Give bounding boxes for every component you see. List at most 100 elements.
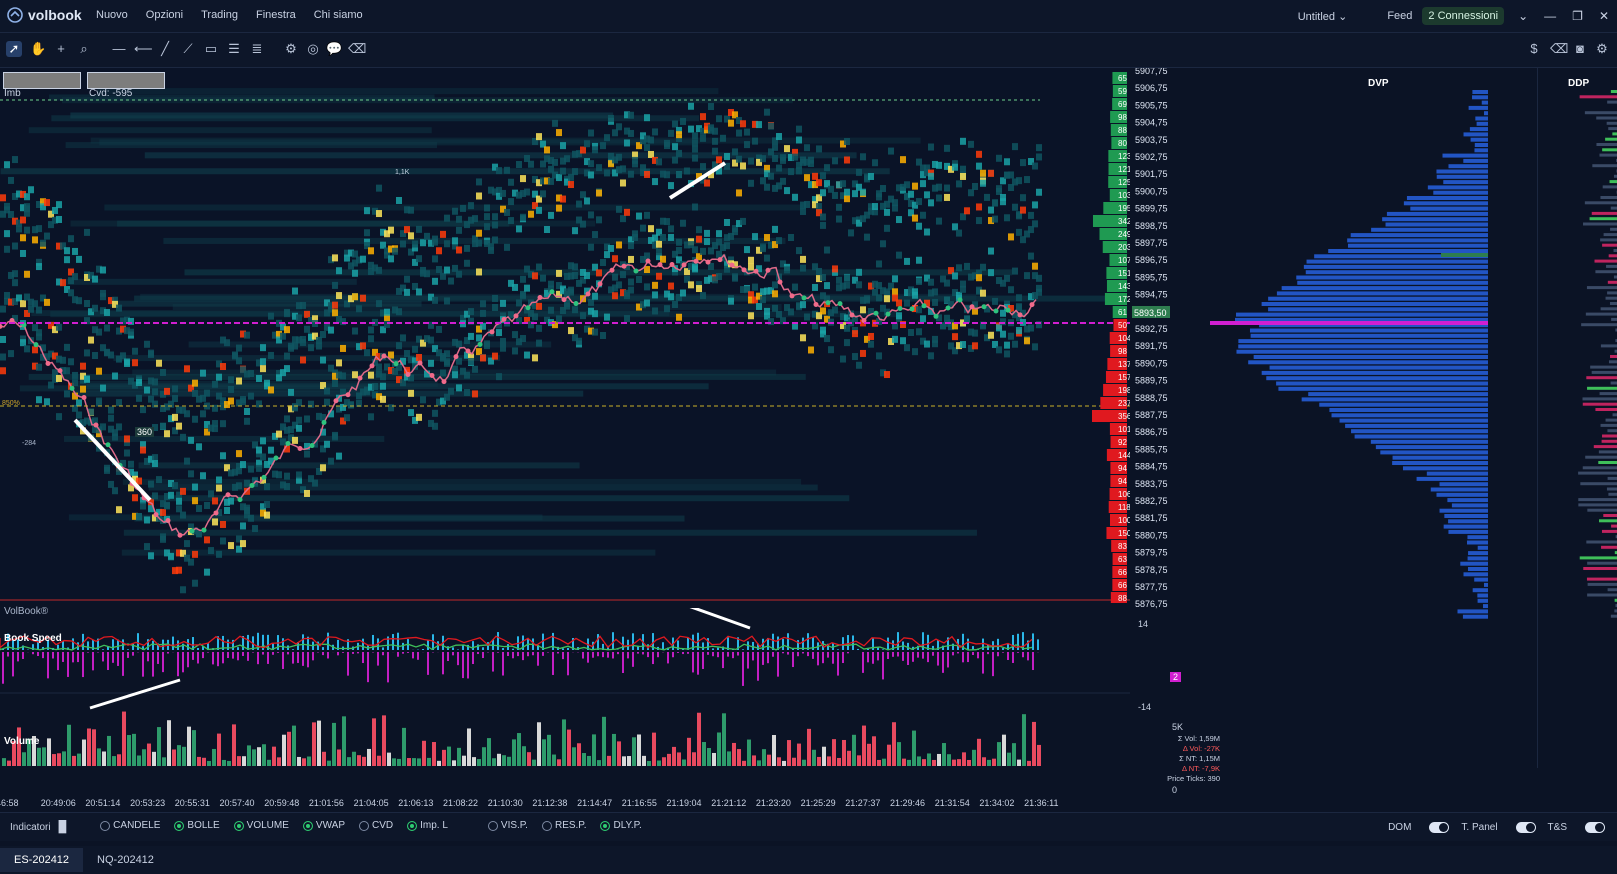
close-icon[interactable]: ✕ <box>1598 9 1609 23</box>
trendline-icon[interactable]: ╱ <box>161 41 169 56</box>
indicator-1[interactable]: BOLLE <box>174 820 220 831</box>
settings-sliders-icon[interactable]: ⚙ <box>285 41 297 56</box>
minimize-icon[interactable]: — <box>1544 9 1557 23</box>
heat-cell <box>372 264 378 272</box>
dvp-bar <box>1472 588 1488 593</box>
speed-bar-down <box>502 652 504 676</box>
heat-cell <box>880 369 886 377</box>
trade-bubble <box>921 303 927 309</box>
hline-icon[interactable]: — <box>112 41 126 56</box>
price-axis[interactable]: 5907,75 5906,75 5905,75 5904,75 5903,75 5902,… <box>1130 66 1182 628</box>
pointer-icon[interactable]: ➚ <box>6 41 22 57</box>
heat-cell <box>484 342 490 350</box>
indicators-label[interactable]: Indicatori <box>10 821 51 833</box>
heat-cell <box>440 369 446 377</box>
heat-cell <box>816 179 822 187</box>
heat-cell <box>576 279 582 287</box>
camera-icon[interactable]: ◙ <box>1576 41 1584 56</box>
list-icon[interactable]: ☰ <box>228 41 240 56</box>
ddp-bar <box>1600 238 1617 242</box>
workspace-dropdown[interactable]: Untitled ⌄ <box>1298 10 1348 23</box>
speed-bar-up <box>537 645 539 650</box>
restore-icon[interactable]: ❐ <box>1572 9 1583 23</box>
heat-cell <box>876 352 882 360</box>
toggle-tpanel[interactable] <box>1515 821 1536 833</box>
ddp-bar <box>1600 196 1617 199</box>
heat-cell <box>868 203 874 211</box>
menu-nuovo[interactable]: Nuovo <box>96 9 128 21</box>
heat-cell <box>916 306 922 314</box>
depth-value: 118 <box>1118 503 1130 512</box>
heat-cell <box>108 425 114 433</box>
eraser-right-icon[interactable]: ⌫ <box>1550 41 1569 56</box>
speed-bar-down <box>482 652 484 659</box>
indicator-3[interactable]: VWAP <box>302 820 345 831</box>
speed-bar-down <box>737 652 739 656</box>
ruler-icon[interactable]: ⟋ <box>183 41 193 56</box>
depth-bar <box>1110 436 1127 448</box>
heat-cell <box>0 194 6 202</box>
toggle-dom[interactable] <box>1429 821 1450 833</box>
comment-icon[interactable]: 💬 <box>326 41 343 56</box>
indicator-6[interactable]: VIS.P. <box>487 820 528 831</box>
heat-cell <box>28 305 34 313</box>
crosshair-icon[interactable]: + <box>57 41 65 56</box>
menu-opzioni[interactable]: Opzioni <box>145 9 184 21</box>
lines-icon[interactable]: ≣ <box>251 41 263 56</box>
indicator-0[interactable]: CANDELE <box>100 820 160 831</box>
bar-chart-icon[interactable]: ▐▌ <box>54 821 71 833</box>
target-icon[interactable]: ◎ <box>307 41 319 56</box>
menu-finestra[interactable]: Finestra <box>255 9 296 21</box>
rectangle-icon[interactable]: ▭ <box>204 41 218 56</box>
trade-bubble <box>933 313 939 319</box>
hand-icon[interactable]: ✋ <box>30 41 47 56</box>
speed-bar-up <box>787 633 789 650</box>
heat-cell <box>744 246 750 254</box>
tab-nq[interactable]: NQ-202412 <box>97 854 154 866</box>
volume-bar <box>567 729 571 766</box>
menu-trading[interactable]: Trading <box>201 9 238 21</box>
connections-badge[interactable]: 2 Connessioni <box>1422 7 1505 25</box>
zoom-icon[interactable]: ⌕ <box>80 41 88 56</box>
heat-cell <box>192 389 198 397</box>
dvp-bar <box>1238 339 1488 344</box>
ray-icon[interactable]: ⟵ <box>134 41 153 56</box>
heat-cell <box>184 554 190 562</box>
heat-cell <box>708 275 714 283</box>
heat-cell <box>752 120 758 128</box>
heat-cell <box>372 207 378 215</box>
volume-title: Volume <box>4 736 40 747</box>
heat-cell <box>408 248 414 256</box>
ddp-bar <box>1580 482 1617 486</box>
indicator-2[interactable]: VOLUME <box>233 820 289 831</box>
main-menu: Nuovo Opzioni Trading Finestra Chi siamo <box>96 9 381 21</box>
heat-cell <box>204 389 210 397</box>
tab-es[interactable]: ES-202412 <box>0 848 84 872</box>
heatmap-canvas[interactable]: 6559699888801231211251031953422492031071… <box>0 68 1130 603</box>
eraser-icon[interactable]: ⌫ <box>348 41 367 56</box>
heat-cell <box>260 437 266 445</box>
speed-bar-up <box>382 647 384 650</box>
heatmap-chart[interactable]: 65 59 69 98 88 80 123 121 125 103 195 342 249 203 107 1… <box>0 68 1130 603</box>
indicator-4[interactable]: CVD <box>358 820 393 831</box>
gear-icon[interactable]: ⚙ <box>1596 41 1608 56</box>
liquidity-band <box>172 303 782 310</box>
drawing-toolbar: ➚ ✋ + ⌕ — ⟵ ╱ ⟋ ▭ ☰ ≣ ⚙ ◎ 💬 ⌫ $ ⌫ ◙ ⚙ <box>0 33 1617 68</box>
heat-cell <box>60 356 66 364</box>
liquidity-band <box>31 310 670 317</box>
heat-cell <box>816 203 822 211</box>
connections-chevron-icon[interactable]: ⌄ <box>1518 9 1529 23</box>
indicator-7[interactable]: RES.P. <box>541 820 586 831</box>
heat-cell <box>24 193 30 201</box>
heat-cell <box>20 335 26 343</box>
heat-cell <box>572 272 578 280</box>
toggle-ts[interactable] <box>1585 821 1605 833</box>
dollar-icon[interactable]: $ <box>1530 41 1538 56</box>
liquidity-band <box>86 383 709 390</box>
indicator-8[interactable]: DLY.P. <box>600 820 642 831</box>
indicator-5[interactable]: Imp. L <box>407 820 448 831</box>
speed-bar-up <box>182 643 184 650</box>
menu-chi-siamo[interactable]: Chi siamo <box>313 9 363 21</box>
speed-bar-up <box>497 632 499 650</box>
heat-cell <box>576 200 582 208</box>
